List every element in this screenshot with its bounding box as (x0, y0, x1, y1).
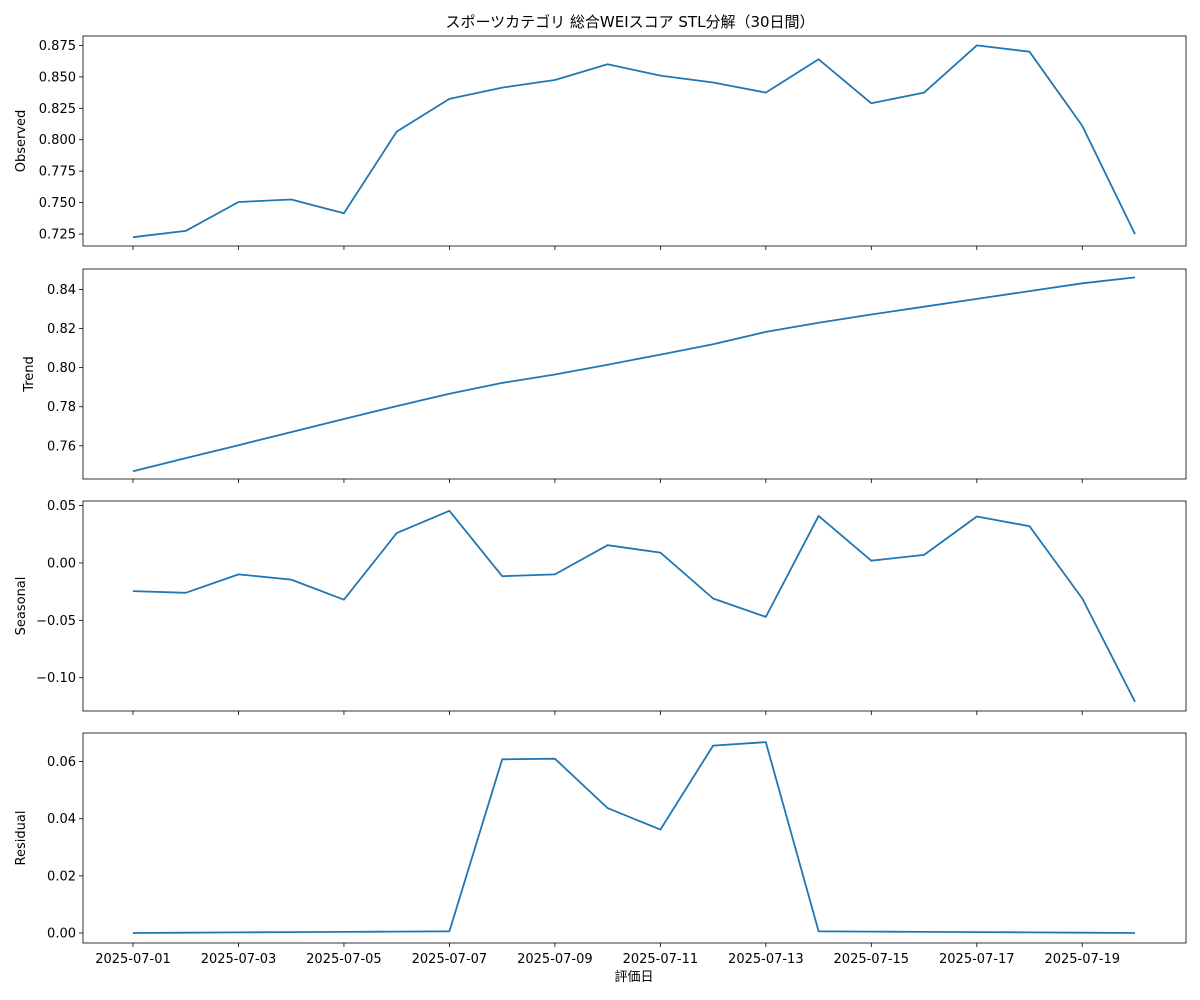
panel-seasonal: −0.10 −0.05 0.00 0.05 Seasonal (14, 499, 1187, 715)
y-tick-label: 0.725 (39, 228, 76, 243)
y-tick-label: 0.775 (39, 165, 76, 180)
y-axis-title: Observed (14, 110, 29, 173)
series-line-seasonal (132, 509, 1136, 703)
y-tick-label: 0.80 (47, 361, 76, 376)
y-tick-label: 0.84 (47, 283, 76, 298)
panel-frame (82, 35, 1187, 247)
x-tick-label: 2025-07-05 (306, 952, 382, 967)
y-tick-label: 0.76 (47, 439, 76, 454)
y-tick-label: 0.82 (47, 322, 76, 337)
panels: 0.725 0.750 0.775 0.800 0.825 0.850 0.875 Obser… (14, 35, 1187, 967)
y-tick-label: 0.02 (47, 869, 76, 884)
y-tick-label: 0.875 (39, 39, 76, 54)
panel-observed: 0.725 0.750 0.775 0.800 0.825 0.850 0.875 Obser… (14, 35, 1187, 250)
panel-frame (82, 268, 1187, 480)
y-tick-label: 0.04 (47, 812, 76, 827)
x-tick-label: 2025-07-13 (728, 952, 804, 967)
y-axis-title: Trend (22, 356, 37, 393)
series-line-residual (132, 741, 1136, 934)
panel-residual: 0.00 0.02 0.04 0.06 Residual 2025-07-01 2025-0… (14, 732, 1187, 967)
x-tick-label: 2025-07-15 (834, 952, 910, 967)
y-axis-title: Seasonal (14, 577, 29, 636)
x-axis-title: 評価日 (614, 970, 653, 985)
y-tick-label: 0.750 (39, 196, 76, 211)
series-line-observed (132, 44, 1136, 239)
x-tick-label: 2025-07-17 (939, 952, 1015, 967)
y-tick-label: 0.06 (47, 755, 76, 770)
x-tick-label: 2025-07-19 (1044, 952, 1120, 967)
y-tick-label: −0.10 (36, 671, 76, 686)
x-tick-label: 2025-07-09 (517, 952, 593, 967)
y-tick-label: 0.825 (39, 102, 76, 117)
y-tick-label: 0.00 (47, 556, 76, 571)
y-tick-label: 0.800 (39, 133, 76, 148)
y-axis-title: Residual (14, 811, 29, 866)
x-tick-label: 2025-07-11 (623, 952, 699, 967)
y-tick-label: 0.850 (39, 70, 76, 85)
x-tick-label: 2025-07-07 (412, 952, 488, 967)
panel-frame (82, 500, 1187, 712)
panel-frame (82, 732, 1187, 944)
chart-title: スポーツカテゴリ 総合WEIスコア STL分解（30日間） (445, 13, 814, 31)
x-tick-label: 2025-07-01 (95, 952, 171, 967)
panel-trend: 0.76 0.78 0.80 0.82 0.84 Trend (22, 268, 1187, 483)
x-tick-label: 2025-07-03 (201, 952, 277, 967)
y-tick-label: 0.05 (47, 499, 76, 514)
series-line-trend (132, 276, 1136, 473)
y-tick-label: −0.05 (36, 614, 76, 629)
y-tick-label: 0.78 (47, 400, 76, 415)
y-tick-label: 0.00 (47, 927, 76, 942)
